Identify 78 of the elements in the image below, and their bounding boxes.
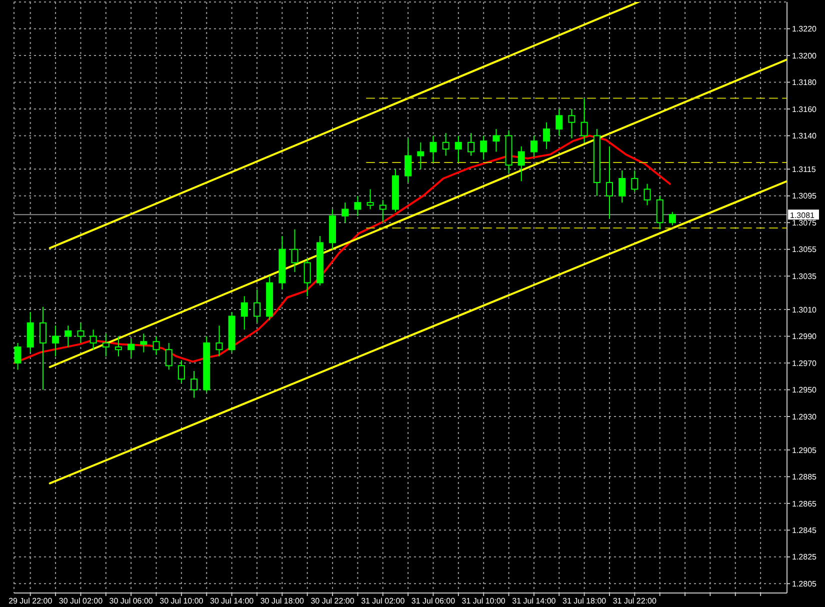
candlestick: [52, 325, 60, 357]
y-tick-label: 1.2865: [792, 499, 818, 508]
y-tick-label: 1.2905: [792, 446, 818, 455]
candlestick: [618, 170, 626, 204]
x-tick-label: 30 Jul 10:00: [160, 596, 204, 606]
y-tick-label: 1.2885: [792, 472, 818, 482]
candlestick: [518, 146, 525, 182]
x-tick-label: 31 Jul 10:00: [462, 596, 506, 606]
candlestick: [178, 360, 185, 384]
x-tick-label: 31 Jul 18:00: [562, 596, 607, 606]
candlestick: [165, 342, 172, 370]
candlestick: [102, 333, 110, 357]
x-tick-label: 31 Jul 02:00: [361, 596, 406, 606]
candlestick: [606, 146, 613, 220]
candlestick: [128, 338, 135, 358]
candlestick: [468, 132, 474, 156]
y-tick-label: 1.3220: [792, 24, 818, 34]
y-tick-label: 1.3075: [792, 218, 818, 228]
candlestick: [404, 138, 412, 184]
candlestick: [342, 202, 349, 224]
y-tick-label: 1.2845: [792, 526, 818, 535]
candlestick: [366, 188, 374, 210]
y-tick-label: 1.2805: [792, 579, 818, 588]
y-tick-label: 1.3035: [792, 272, 818, 281]
ref-line-label: 1.3081: [790, 211, 816, 220]
candlestick: [417, 142, 424, 170]
candlestick: [379, 199, 386, 224]
candlestick: [114, 336, 122, 357]
candlestick: [291, 228, 298, 273]
candlestick: [354, 195, 362, 216]
x-tick-label: 31 Jul 14:00: [512, 596, 556, 606]
candlestick: [190, 370, 198, 398]
candlestick: [39, 306, 46, 390]
candlestick: [631, 170, 638, 192]
candlestick: [216, 325, 223, 357]
candlestick: [556, 108, 563, 136]
candlestick: [430, 135, 437, 163]
candlestick: [644, 183, 651, 206]
candlestick: [568, 108, 576, 139]
x-tick-label: 30 Jul 02:00: [58, 596, 104, 606]
candlestick: [543, 122, 550, 150]
candlestick: [14, 342, 22, 370]
candlestick: [240, 296, 248, 330]
candlestick: [668, 211, 676, 226]
candlestick: [656, 195, 664, 230]
candlestick: [480, 135, 488, 160]
y-tick-label: 1.3055: [792, 245, 818, 254]
y-tick-label: 1.2990: [792, 332, 818, 342]
y-tick-label: 1.2950: [792, 386, 818, 395]
x-tick-label: 30 Jul 22:00: [310, 596, 355, 606]
candlestick: [454, 135, 462, 163]
candlestick: [90, 329, 97, 350]
x-tick-label: 30 Jul 06:00: [109, 596, 154, 606]
y-tick-label: 1.3140: [792, 132, 818, 141]
candlestick: [77, 322, 84, 344]
y-tick-label: 1.3095: [792, 192, 818, 201]
candlestick: [152, 336, 160, 356]
y-tick-label: 1.3010: [792, 305, 818, 314]
x-tick-label: 31 Jul 22:00: [612, 596, 658, 606]
y-tick-label: 1.2825: [792, 552, 818, 562]
x-tick-label: 30 Jul 18:00: [260, 596, 304, 606]
y-tick-label: 1.2970: [792, 358, 818, 368]
y-tick-label: 1.3180: [792, 78, 818, 88]
x-tick-label: 29 Jul 22:00: [8, 596, 53, 606]
candlestick: [442, 132, 450, 156]
x-tick-label: 31 Jul 06:00: [411, 596, 456, 606]
candlestick: [492, 128, 500, 152]
y-tick-label: 1.3160: [792, 104, 818, 114]
candlestick: [64, 325, 72, 348]
candlestick: [304, 258, 311, 297]
y-tick-label: 1.3200: [792, 51, 818, 60]
candlestick: [253, 288, 260, 324]
y-tick-label: 1.3115: [792, 164, 816, 174]
y-tick-label: 1.2930: [792, 412, 818, 422]
candlestick: [580, 98, 588, 143]
x-tick-label: 30 Jul 14:00: [210, 596, 254, 606]
candlestick: [530, 135, 538, 158]
candlestick: [140, 333, 148, 353]
